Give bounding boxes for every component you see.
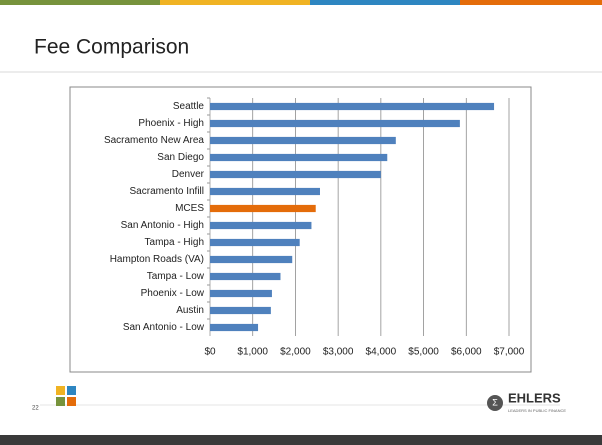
logo-icon <box>56 386 76 406</box>
slide-title: Fee Comparison <box>34 36 189 59</box>
bar <box>210 238 300 247</box>
bar <box>210 306 271 315</box>
y-tick-label: Phoenix - High <box>138 118 204 129</box>
y-tick-label: Sacramento New Area <box>104 135 204 146</box>
logo-sigma: Σ <box>492 397 498 407</box>
x-tick-label: $7,000 <box>494 347 525 358</box>
x-tick-label: $5,000 <box>408 347 439 358</box>
y-tick-label: Hampton Roads (VA) <box>110 254 204 265</box>
logo-tagline: LEADERS IN PUBLIC FINANCE <box>508 408 566 413</box>
bar <box>210 221 312 230</box>
y-tick-label: Seattle <box>173 101 205 112</box>
y-tick-label: Sacramento Infill <box>130 186 204 197</box>
bar <box>210 255 293 264</box>
y-tick-label: MCES <box>175 203 204 214</box>
bar <box>210 187 320 196</box>
x-tick-label: $4,000 <box>366 347 397 358</box>
bar <box>210 119 460 128</box>
bottom-band <box>0 435 602 445</box>
y-tick-label: Austin <box>176 305 204 316</box>
y-tick-label: Tampa - High <box>145 237 204 248</box>
y-tick-label: Denver <box>172 169 205 180</box>
bar <box>210 170 381 179</box>
page-number: 22 <box>32 406 39 412</box>
bar <box>210 323 259 332</box>
y-tick-label: San Diego <box>157 152 204 163</box>
logo-name: EHLERS <box>508 390 561 405</box>
bar <box>210 136 396 145</box>
bar <box>210 153 388 162</box>
chart-frame <box>69 86 532 373</box>
bar <box>210 289 272 298</box>
y-tick-label: Tampa - Low <box>147 271 205 282</box>
x-tick-label: $3,000 <box>323 347 354 358</box>
x-tick-label: $6,000 <box>451 347 482 358</box>
x-tick-label: $2,000 <box>280 347 311 358</box>
bar <box>210 272 281 281</box>
stripe <box>160 0 310 5</box>
x-tick-label: $0 <box>204 347 216 358</box>
stripe <box>0 0 160 5</box>
stripe <box>310 0 460 5</box>
bar <box>210 204 316 213</box>
y-tick-label: Phoenix - Low <box>141 288 205 299</box>
y-tick-label: San Antonio - High <box>121 220 204 231</box>
x-tick-label: $1,000 <box>237 347 268 358</box>
stripe <box>460 0 602 5</box>
bar <box>210 102 495 111</box>
logo-mark <box>487 395 503 411</box>
y-tick-label: San Antonio - Low <box>123 322 205 333</box>
